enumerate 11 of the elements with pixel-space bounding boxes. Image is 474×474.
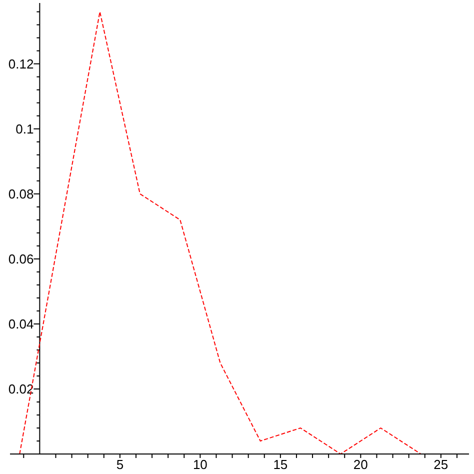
y-tick-label: 0.1 <box>16 121 34 136</box>
y-tick-label: 0.04 <box>8 316 34 332</box>
x-tick-label: 20 <box>353 457 368 472</box>
x-tick-label: 10 <box>192 457 208 472</box>
y-tick-label: 0.08 <box>8 186 34 202</box>
y-tick-label: 0.12 <box>8 56 34 72</box>
x-tick-label: 15 <box>273 457 288 472</box>
x-tick-label: 25 <box>434 457 448 472</box>
y-tick-label: 0.06 <box>8 251 34 266</box>
x-tick-label: 5 <box>116 457 124 472</box>
y-tick-label: 0.02 <box>8 381 34 396</box>
